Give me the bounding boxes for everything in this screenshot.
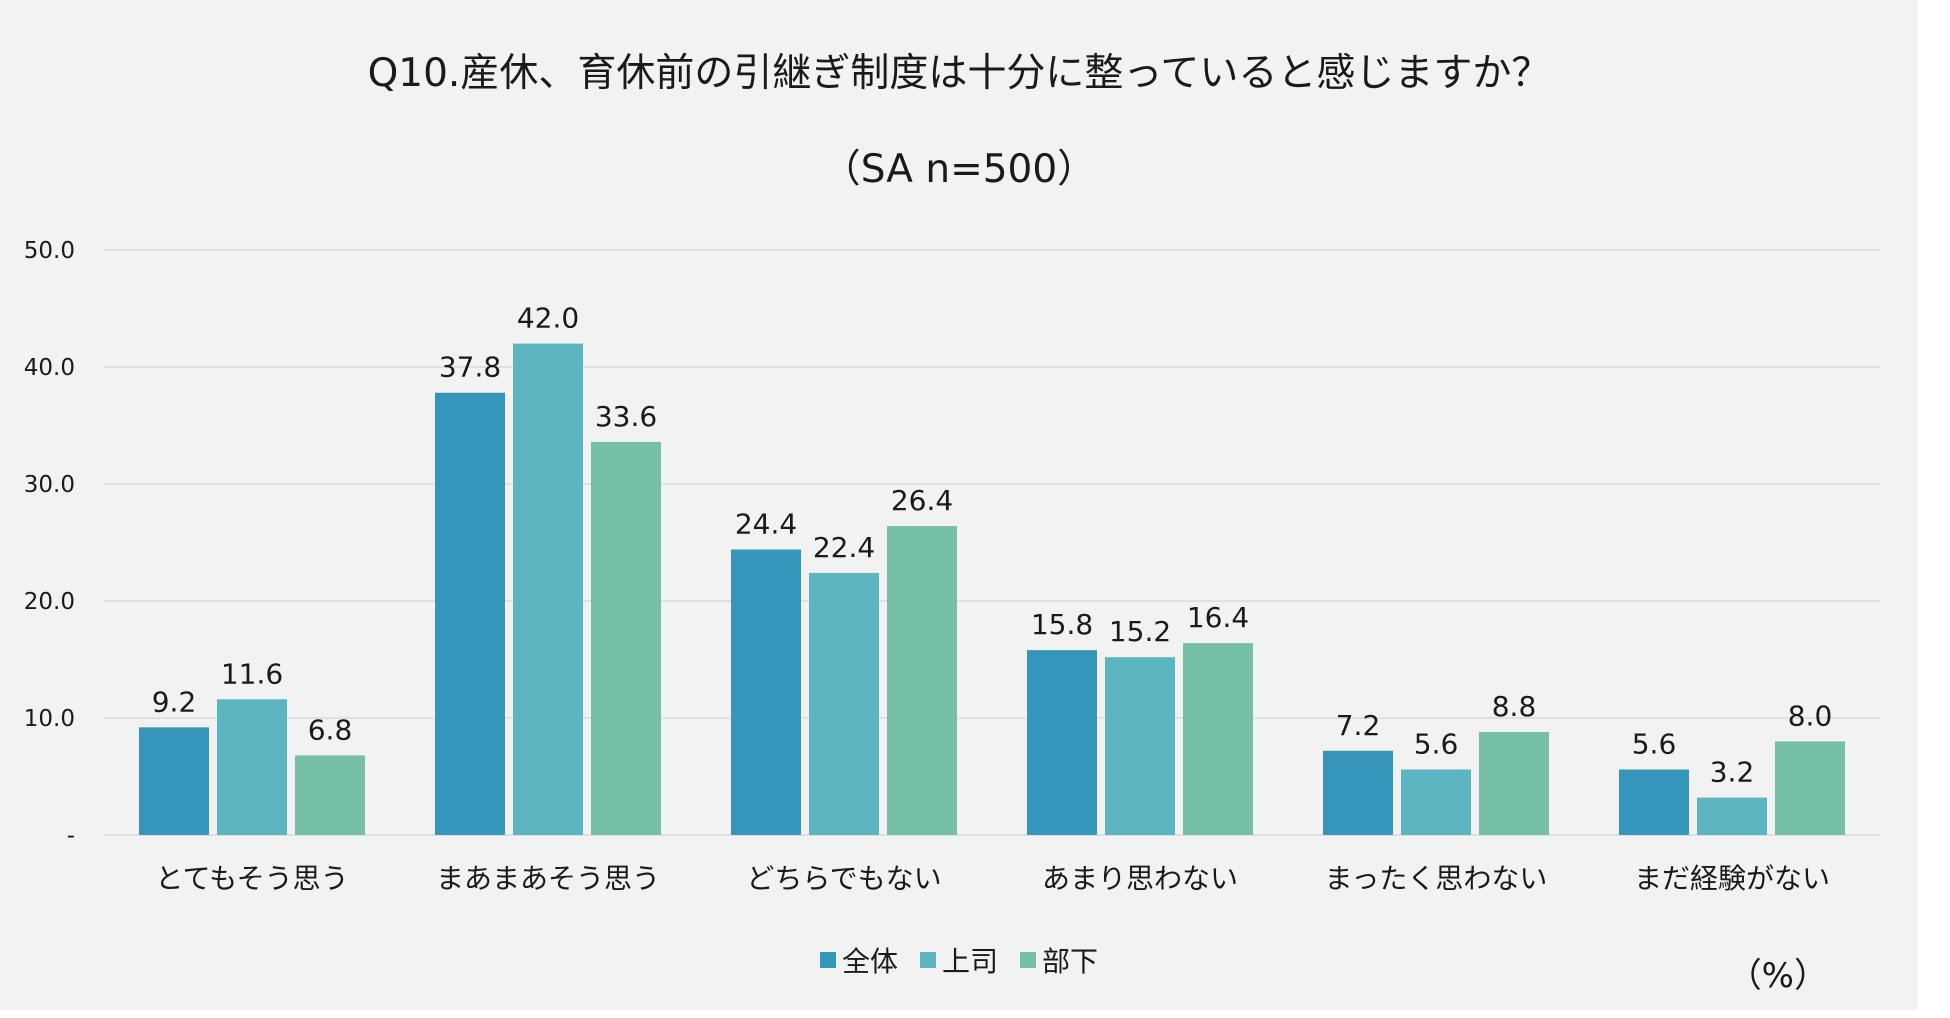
y-tick-label: - xyxy=(67,823,75,849)
y-tick-label: 50.0 xyxy=(24,238,75,264)
data-label: 6.8 xyxy=(308,713,353,746)
chart-subtitle: （SA n=500） xyxy=(821,147,1097,192)
legend-item-zentai: 全体 xyxy=(819,940,898,980)
category-label: あまり思わない xyxy=(1042,862,1238,895)
legend-swatch-buka xyxy=(1020,952,1036,968)
bar xyxy=(139,727,209,835)
bar xyxy=(887,526,957,835)
y-tick-label: 40.0 xyxy=(24,355,75,381)
data-label: 15.2 xyxy=(1109,615,1171,648)
y-tick-label: 10.0 xyxy=(24,706,75,732)
bar xyxy=(435,392,505,835)
bar xyxy=(809,572,879,835)
legend-item-buka: 部下 xyxy=(1020,940,1098,980)
bar xyxy=(1619,769,1689,835)
bar xyxy=(1183,643,1253,835)
data-label: 7.2 xyxy=(1336,709,1381,742)
legend-label-buka: 部下 xyxy=(1042,945,1099,978)
data-label: 8.8 xyxy=(1492,690,1537,723)
category-label: まあまあそう思う xyxy=(436,862,660,895)
legend-swatch-zentai xyxy=(819,952,836,968)
bar xyxy=(1105,657,1175,835)
bar xyxy=(513,343,583,835)
unit-label: （%） xyxy=(1727,956,1828,996)
data-label: 42.0 xyxy=(517,302,579,335)
bar xyxy=(217,699,287,835)
data-label: 24.4 xyxy=(735,508,797,541)
data-label: 5.6 xyxy=(1414,727,1459,760)
legend-label-zentai: 全体 xyxy=(841,945,898,978)
data-label: 11.6 xyxy=(221,657,283,690)
bar xyxy=(1401,769,1471,835)
data-label: 15.8 xyxy=(1031,608,1093,641)
category-label: まだ経験がない xyxy=(1634,862,1830,895)
data-label: 9.2 xyxy=(152,685,197,718)
category-label: どちらでもない xyxy=(746,862,941,895)
data-label: 26.4 xyxy=(891,484,953,517)
category-label: とてもそう思う xyxy=(155,862,348,895)
bar-chart-plot: - 10.0 20.0 30.0 40.0 50.0 9.2 11.6 6.8 とてもそう思う 37… xyxy=(24,238,1880,895)
bar xyxy=(1323,750,1393,835)
data-label: 5.6 xyxy=(1632,727,1677,760)
legend-item-joshi: 上司 xyxy=(919,940,998,980)
data-label: 22.4 xyxy=(813,531,875,564)
bar xyxy=(295,755,365,835)
data-label: 8.0 xyxy=(1788,699,1833,732)
data-label: 37.8 xyxy=(439,351,501,384)
category-label: まったく思わない xyxy=(1325,862,1548,895)
bar xyxy=(1027,650,1097,835)
bar xyxy=(1479,732,1549,835)
data-label: 33.6 xyxy=(595,400,657,433)
data-label: 16.4 xyxy=(1187,601,1249,634)
bar xyxy=(731,549,801,835)
legend: 全体 上司 部下 xyxy=(0,940,1918,980)
y-tick-label: 30.0 xyxy=(24,472,75,498)
chart-panel: Q10.産休、育休前の引継ぎ制度は十分に整っていると感じますか？ （SA n=5… xyxy=(0,0,1918,1010)
legend-label-joshi: 上司 xyxy=(941,945,998,978)
bar xyxy=(1697,797,1767,835)
bar xyxy=(1775,741,1845,835)
y-tick-label: 20.0 xyxy=(24,589,75,615)
chart-title: Q10.産休、育休前の引継ぎ制度は十分に整っていると感じますか？ xyxy=(367,51,1551,96)
bar xyxy=(591,441,661,835)
legend-swatch-joshi xyxy=(919,952,936,968)
data-label: 3.2 xyxy=(1710,756,1755,789)
